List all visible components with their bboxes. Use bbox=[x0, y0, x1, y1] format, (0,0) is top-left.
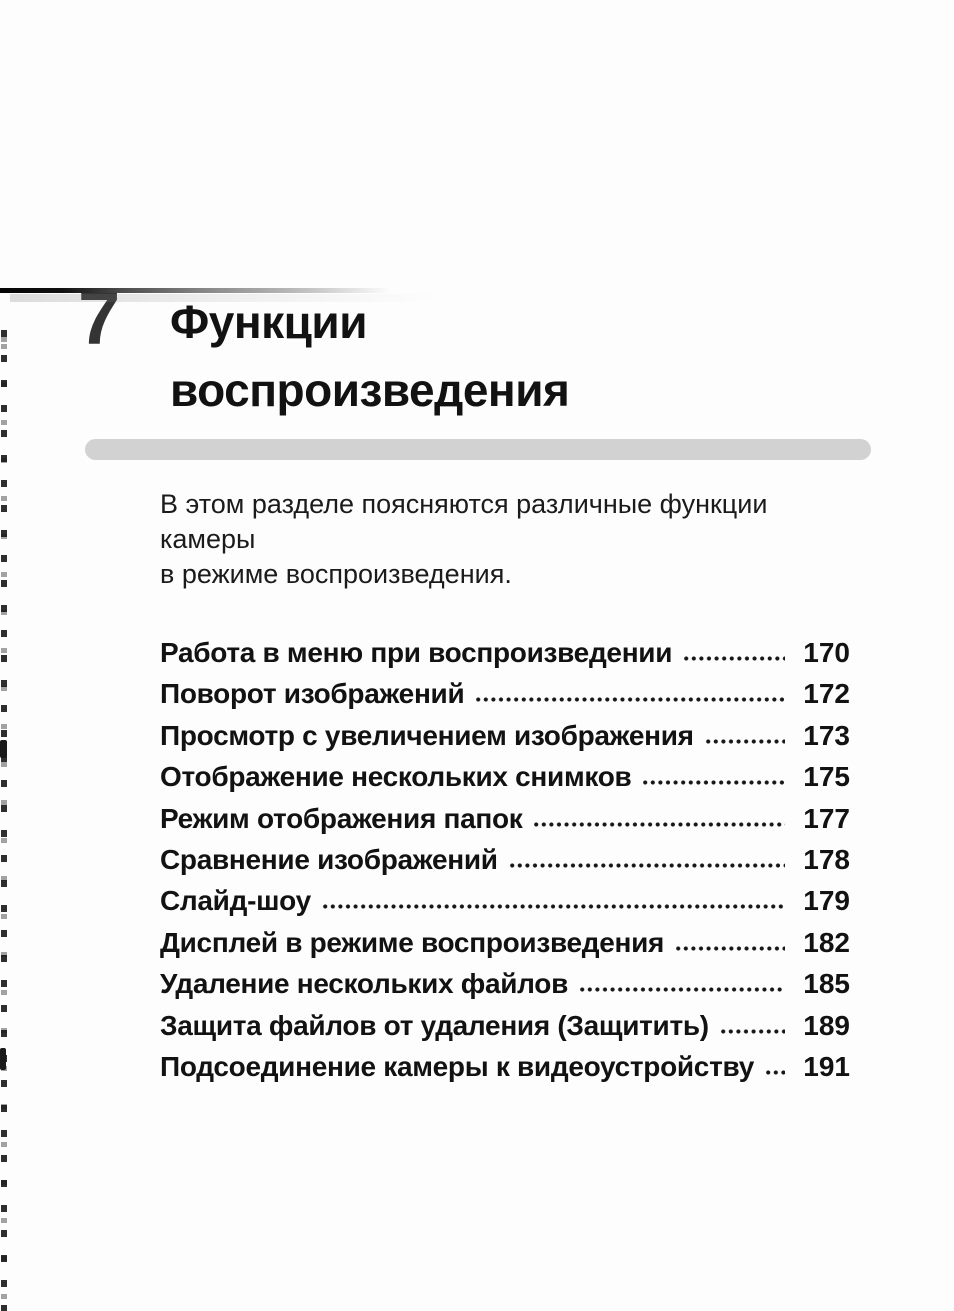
toc-entry-page: 178 bbox=[803, 843, 850, 875]
toc-list: Работа в меню при воспроизведении 170 По… bbox=[160, 632, 850, 1087]
toc-entry: Просмотр с увеличением изображения 173 bbox=[160, 715, 850, 756]
scan-artifact-top-edge bbox=[0, 288, 390, 293]
toc-entry-page: 170 bbox=[803, 637, 850, 668]
toc-entry-title: Слайд-шоу bbox=[160, 885, 311, 917]
toc-entry-title: Отображение нескольких снимков bbox=[160, 761, 632, 793]
toc-entry-title: Дисплей в режиме воспроизведения bbox=[160, 926, 665, 958]
toc-entry-page: 173 bbox=[803, 719, 850, 751]
chapter-header: 7 Функции воспроизведения bbox=[78, 276, 954, 424]
scan-artifact-left-edge bbox=[1, 330, 7, 1311]
toc-entry-title: Подсоединение камеры к видеоустройству bbox=[160, 1050, 754, 1082]
toc-entry: Режим отображения папок 177 bbox=[160, 798, 850, 839]
toc-entry: Сравнение изображений 178 bbox=[160, 839, 850, 880]
toc-entry-title: Удаление нескольких файлов bbox=[160, 968, 569, 1000]
toc-entry-title: Просмотр с увеличением изображения bbox=[160, 719, 694, 751]
dot-leader bbox=[475, 696, 785, 704]
chapter-title: Функции воспроизведения bbox=[170, 288, 570, 424]
intro-paragraph: В этом разделе поясняются различные функ… bbox=[160, 487, 870, 592]
toc-entry-page: 185 bbox=[803, 968, 850, 1000]
scan-speck bbox=[0, 740, 7, 758]
intro-line1: В этом разделе поясняются различные функ… bbox=[160, 489, 768, 554]
toc-entry-title: Сравнение изображений bbox=[160, 843, 498, 875]
toc-entry-page: 172 bbox=[803, 678, 850, 710]
dot-leader bbox=[764, 1068, 785, 1076]
intro-line2: в режиме воспроизведения. bbox=[160, 559, 512, 589]
dot-leader bbox=[642, 779, 785, 787]
toc-entry-title: Работа в меню при воспроизведении bbox=[160, 637, 673, 668]
toc-entry: Отображение нескольких снимков 175 bbox=[160, 756, 850, 797]
toc-entry: Удаление нескольких файлов 185 bbox=[160, 963, 850, 1004]
dot-leader bbox=[704, 737, 785, 745]
toc-entry-title: Поворот изображений bbox=[160, 678, 465, 710]
toc-entry-page: 191 bbox=[803, 1050, 850, 1082]
toc-entry-title: Режим отображения папок bbox=[160, 802, 523, 834]
dot-leader bbox=[683, 655, 785, 662]
dot-leader bbox=[508, 861, 785, 869]
toc-entry: Дисплей в режиме воспроизведения 182 bbox=[160, 922, 850, 963]
toc-entry: Защита файлов от удаления (Защитить) 189 bbox=[160, 1005, 850, 1046]
scanned-page: 7 Функции воспроизведения В этом разделе… bbox=[0, 276, 954, 1311]
toc-entry-page: 179 bbox=[803, 885, 850, 917]
toc-entry-page: 182 bbox=[803, 926, 850, 958]
dot-leader bbox=[719, 1027, 785, 1035]
dot-leader bbox=[321, 903, 785, 911]
dot-leader bbox=[579, 986, 785, 994]
toc-entry-page: 177 bbox=[803, 802, 850, 834]
toc-entry: Слайд-шоу 179 bbox=[160, 880, 850, 921]
toc-entry-page: 189 bbox=[803, 1009, 850, 1041]
dot-leader bbox=[533, 820, 785, 828]
dot-leader bbox=[675, 944, 785, 952]
chapter-title-line2: воспроизведения bbox=[170, 364, 570, 416]
scan-speck bbox=[0, 1048, 6, 1070]
chapter-number: 7 bbox=[78, 276, 120, 361]
scan-artifact-top-smudge bbox=[10, 294, 440, 302]
chapter-title-line1: Функции bbox=[170, 296, 368, 348]
toc-entry: Подсоединение камеры к видеоустройству 1… bbox=[160, 1046, 850, 1087]
toc-entry: Поворот изображений 172 bbox=[160, 673, 850, 714]
toc-entry-page: 175 bbox=[803, 761, 850, 793]
divider-bar bbox=[85, 439, 871, 460]
toc-entry-title: Защита файлов от удаления (Защитить) bbox=[160, 1009, 709, 1041]
toc-entry: Работа в меню при воспроизведении 170 bbox=[160, 632, 850, 673]
